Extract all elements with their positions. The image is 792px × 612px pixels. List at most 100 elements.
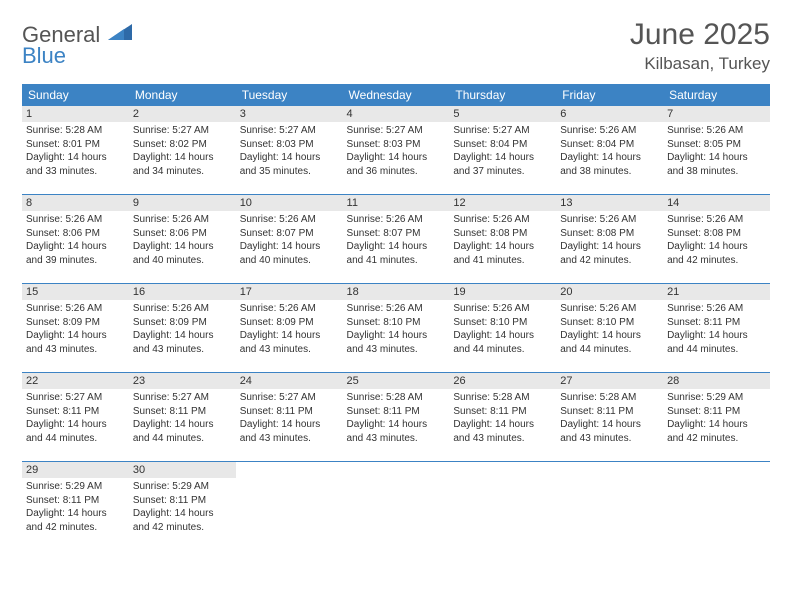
sunset-line: Sunset: 8:11 PM bbox=[667, 405, 766, 419]
calendar-week-row: 29Sunrise: 5:29 AMSunset: 8:11 PMDayligh… bbox=[22, 462, 770, 551]
day-cell: 19Sunrise: 5:26 AMSunset: 8:10 PMDayligh… bbox=[449, 284, 556, 373]
day-details: Sunrise: 5:26 AMSunset: 8:11 PMDaylight:… bbox=[663, 300, 770, 360]
day-cell: 26Sunrise: 5:28 AMSunset: 8:11 PMDayligh… bbox=[449, 373, 556, 462]
daylight-line: Daylight: 14 hours and 41 minutes. bbox=[347, 240, 446, 267]
day-details: Sunrise: 5:26 AMSunset: 8:06 PMDaylight:… bbox=[129, 211, 236, 271]
day-details: Sunrise: 5:26 AMSunset: 8:07 PMDaylight:… bbox=[343, 211, 450, 271]
daylight-line: Daylight: 14 hours and 36 minutes. bbox=[347, 151, 446, 178]
sunrise-line: Sunrise: 5:29 AM bbox=[26, 480, 125, 494]
day-number: 20 bbox=[556, 284, 663, 300]
day-of-week-row: Sunday Monday Tuesday Wednesday Thursday… bbox=[22, 84, 770, 106]
day-cell: 14Sunrise: 5:26 AMSunset: 8:08 PMDayligh… bbox=[663, 195, 770, 284]
day-number: 4 bbox=[343, 106, 450, 122]
day-cell: 18Sunrise: 5:26 AMSunset: 8:10 PMDayligh… bbox=[343, 284, 450, 373]
day-details: Sunrise: 5:26 AMSunset: 8:08 PMDaylight:… bbox=[449, 211, 556, 271]
sunrise-line: Sunrise: 5:26 AM bbox=[347, 213, 446, 227]
day-details: Sunrise: 5:27 AMSunset: 8:11 PMDaylight:… bbox=[236, 389, 343, 449]
day-number: 23 bbox=[129, 373, 236, 389]
logo-text: General Blue bbox=[22, 24, 132, 67]
logo-triangle-icon bbox=[108, 22, 132, 42]
day-details: Sunrise: 5:26 AMSunset: 8:10 PMDaylight:… bbox=[449, 300, 556, 360]
sunset-line: Sunset: 8:11 PM bbox=[133, 405, 232, 419]
calendar-table: Sunday Monday Tuesday Wednesday Thursday… bbox=[22, 84, 770, 550]
daylight-line: Daylight: 14 hours and 39 minutes. bbox=[26, 240, 125, 267]
day-number: 26 bbox=[449, 373, 556, 389]
day-number: 13 bbox=[556, 195, 663, 211]
daylight-line: Daylight: 14 hours and 43 minutes. bbox=[347, 329, 446, 356]
day-cell: 9Sunrise: 5:26 AMSunset: 8:06 PMDaylight… bbox=[129, 195, 236, 284]
day-cell: 11Sunrise: 5:26 AMSunset: 8:07 PMDayligh… bbox=[343, 195, 450, 284]
sunset-line: Sunset: 8:11 PM bbox=[26, 405, 125, 419]
sunrise-line: Sunrise: 5:28 AM bbox=[26, 124, 125, 138]
daylight-line: Daylight: 14 hours and 44 minutes. bbox=[133, 418, 232, 445]
daylight-line: Daylight: 14 hours and 41 minutes. bbox=[453, 240, 552, 267]
day-number: 14 bbox=[663, 195, 770, 211]
dow-fri: Friday bbox=[556, 84, 663, 106]
sunrise-line: Sunrise: 5:26 AM bbox=[133, 213, 232, 227]
sunrise-line: Sunrise: 5:26 AM bbox=[347, 302, 446, 316]
daylight-line: Daylight: 14 hours and 43 minutes. bbox=[240, 418, 339, 445]
day-number: 24 bbox=[236, 373, 343, 389]
sunset-line: Sunset: 8:11 PM bbox=[133, 494, 232, 508]
sunset-line: Sunset: 8:11 PM bbox=[240, 405, 339, 419]
daylight-line: Daylight: 14 hours and 40 minutes. bbox=[240, 240, 339, 267]
sunrise-line: Sunrise: 5:29 AM bbox=[667, 391, 766, 405]
day-details: Sunrise: 5:26 AMSunset: 8:06 PMDaylight:… bbox=[22, 211, 129, 271]
day-number: 9 bbox=[129, 195, 236, 211]
sunrise-line: Sunrise: 5:27 AM bbox=[453, 124, 552, 138]
sunrise-line: Sunrise: 5:26 AM bbox=[667, 124, 766, 138]
day-details: Sunrise: 5:26 AMSunset: 8:08 PMDaylight:… bbox=[556, 211, 663, 271]
logo-word2: Blue bbox=[22, 43, 66, 68]
day-cell: 15Sunrise: 5:26 AMSunset: 8:09 PMDayligh… bbox=[22, 284, 129, 373]
sunset-line: Sunset: 8:11 PM bbox=[667, 316, 766, 330]
sunset-line: Sunset: 8:09 PM bbox=[133, 316, 232, 330]
daylight-line: Daylight: 14 hours and 42 minutes. bbox=[667, 240, 766, 267]
sunset-line: Sunset: 8:04 PM bbox=[560, 138, 659, 152]
daylight-line: Daylight: 14 hours and 33 minutes. bbox=[26, 151, 125, 178]
day-details: Sunrise: 5:26 AMSunset: 8:10 PMDaylight:… bbox=[556, 300, 663, 360]
sunset-line: Sunset: 8:03 PM bbox=[347, 138, 446, 152]
sunset-line: Sunset: 8:03 PM bbox=[240, 138, 339, 152]
day-details: Sunrise: 5:28 AMSunset: 8:11 PMDaylight:… bbox=[449, 389, 556, 449]
daylight-line: Daylight: 14 hours and 42 minutes. bbox=[133, 507, 232, 534]
day-cell: 27Sunrise: 5:28 AMSunset: 8:11 PMDayligh… bbox=[556, 373, 663, 462]
sunrise-line: Sunrise: 5:26 AM bbox=[133, 302, 232, 316]
sunset-line: Sunset: 8:11 PM bbox=[26, 494, 125, 508]
sunset-line: Sunset: 8:05 PM bbox=[667, 138, 766, 152]
sunset-line: Sunset: 8:11 PM bbox=[347, 405, 446, 419]
day-number: 28 bbox=[663, 373, 770, 389]
day-number: 12 bbox=[449, 195, 556, 211]
day-number: 11 bbox=[343, 195, 450, 211]
sunrise-line: Sunrise: 5:27 AM bbox=[240, 391, 339, 405]
day-number: 29 bbox=[22, 462, 129, 478]
day-cell: 2Sunrise: 5:27 AMSunset: 8:02 PMDaylight… bbox=[129, 106, 236, 195]
sunset-line: Sunset: 8:11 PM bbox=[560, 405, 659, 419]
sunrise-line: Sunrise: 5:26 AM bbox=[560, 213, 659, 227]
day-details: Sunrise: 5:26 AMSunset: 8:09 PMDaylight:… bbox=[22, 300, 129, 360]
day-details: Sunrise: 5:28 AMSunset: 8:11 PMDaylight:… bbox=[343, 389, 450, 449]
day-cell: 10Sunrise: 5:26 AMSunset: 8:07 PMDayligh… bbox=[236, 195, 343, 284]
day-number: 15 bbox=[22, 284, 129, 300]
day-details: Sunrise: 5:28 AMSunset: 8:11 PMDaylight:… bbox=[556, 389, 663, 449]
daylight-line: Daylight: 14 hours and 43 minutes. bbox=[453, 418, 552, 445]
sunrise-line: Sunrise: 5:28 AM bbox=[453, 391, 552, 405]
sunrise-line: Sunrise: 5:27 AM bbox=[240, 124, 339, 138]
daylight-line: Daylight: 14 hours and 38 minutes. bbox=[560, 151, 659, 178]
calendar-week-row: 15Sunrise: 5:26 AMSunset: 8:09 PMDayligh… bbox=[22, 284, 770, 373]
dow-tue: Tuesday bbox=[236, 84, 343, 106]
day-details: Sunrise: 5:26 AMSunset: 8:07 PMDaylight:… bbox=[236, 211, 343, 271]
daylight-line: Daylight: 14 hours and 44 minutes. bbox=[26, 418, 125, 445]
sunset-line: Sunset: 8:06 PM bbox=[26, 227, 125, 241]
sunset-line: Sunset: 8:01 PM bbox=[26, 138, 125, 152]
sunrise-line: Sunrise: 5:29 AM bbox=[133, 480, 232, 494]
sunrise-line: Sunrise: 5:26 AM bbox=[240, 213, 339, 227]
day-number: 27 bbox=[556, 373, 663, 389]
day-cell: 13Sunrise: 5:26 AMSunset: 8:08 PMDayligh… bbox=[556, 195, 663, 284]
sunset-line: Sunset: 8:08 PM bbox=[667, 227, 766, 241]
day-details: Sunrise: 5:26 AMSunset: 8:09 PMDaylight:… bbox=[129, 300, 236, 360]
day-details: Sunrise: 5:27 AMSunset: 8:11 PMDaylight:… bbox=[22, 389, 129, 449]
daylight-line: Daylight: 14 hours and 38 minutes. bbox=[667, 151, 766, 178]
day-cell bbox=[663, 462, 770, 551]
sunset-line: Sunset: 8:07 PM bbox=[347, 227, 446, 241]
day-number: 22 bbox=[22, 373, 129, 389]
